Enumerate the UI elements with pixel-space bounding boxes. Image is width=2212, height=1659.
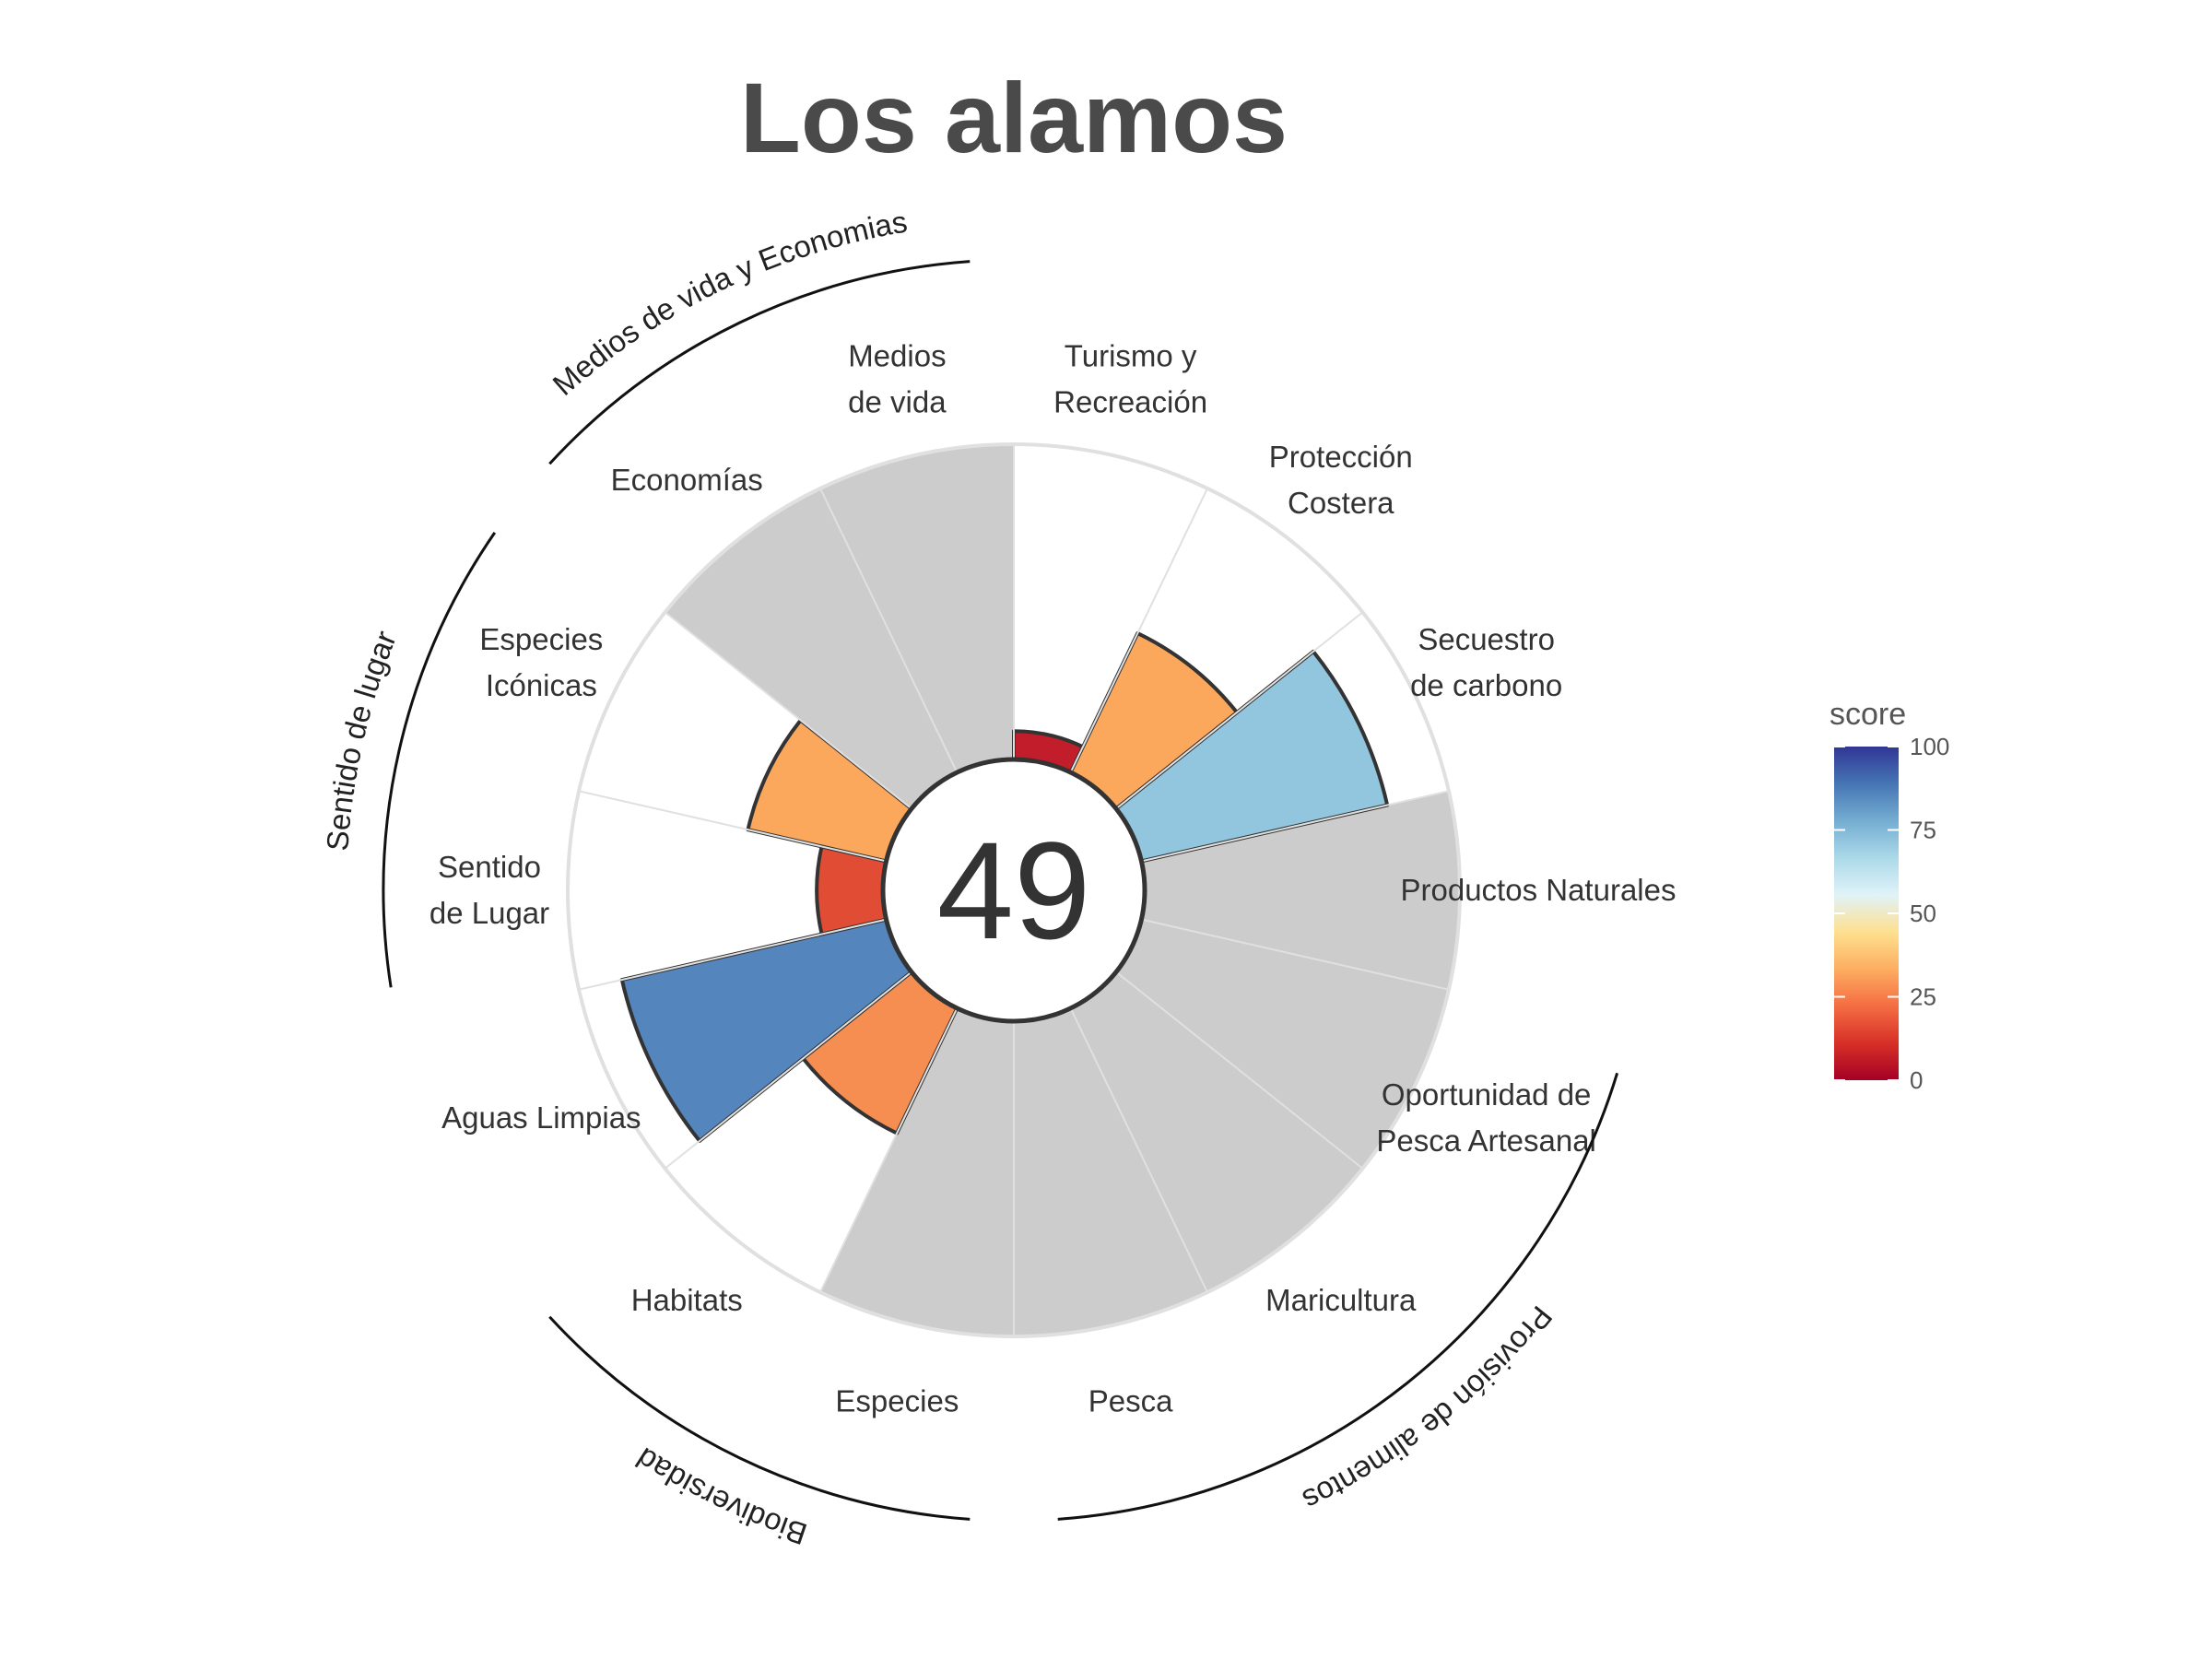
group-arc [548,1315,971,1521]
petal-label: Turismo y [1065,338,1197,372]
grid-spoke [664,971,912,1170]
grid-spoke [1141,918,1450,991]
petal-label: Secuestro [1418,622,1555,656]
petal-label: Medios [848,338,946,372]
grid-spoke [819,488,959,773]
grid-spoke [819,1007,959,1293]
group-arc [548,260,971,465]
petal-label: Especies [835,1384,959,1418]
petal-label: de Lugar [429,896,549,930]
grid-spoke [1141,790,1450,863]
center-score: 49 [937,813,1091,968]
grid-spoke [1069,488,1208,773]
label-layer: Productos Naturales Oportunidad de Pesca A… [429,338,1677,1418]
petal-label: Pesca Artesanal [1376,1124,1595,1158]
legend: score 0 25 50 75 100 [1830,697,1949,1094]
petal-label: de vida [848,384,947,418]
grid-spoke [1115,971,1364,1170]
grid-outer-ring [566,442,1462,1338]
group-label: Provisión de alimentos [1298,1300,1559,1518]
petal-label: Costera [1288,486,1394,520]
petal-label: Sentido [438,850,541,884]
legend-tick-label: 25 [1910,983,1936,1011]
petal-label: Economías [611,463,763,497]
petal-label: Protección [1269,440,1413,474]
center-circle [880,757,1147,1024]
petal-label: Maricultura [1265,1283,1417,1317]
legend-tick-label: 50 [1910,900,1936,927]
group-label: Sentido de lugar [320,626,403,852]
group-label: Biodiversidad [629,1441,811,1551]
petal-label: Productos Naturales [1401,873,1677,907]
petal-label: Aguas Limpias [441,1100,641,1135]
petal-label: de carbono [1410,668,1562,702]
petal-label: Especies [479,622,603,656]
petal-label: Habitats [631,1283,743,1317]
petal-label: Recreación [1053,384,1207,418]
legend-tick-label: 75 [1910,817,1936,844]
group-arc [1057,1072,1619,1521]
grid-spoke [664,611,912,810]
group-arc [382,532,497,988]
legend-tick-label: 0 [1910,1066,1923,1094]
legend-title: score [1830,697,1906,732]
grid-layer [566,442,1462,1338]
grid-spoke [1069,1007,1208,1293]
chart-title: Los alamos [740,62,1288,173]
grid-spoke [578,790,887,863]
legend-tick-label: 100 [1910,733,1949,760]
petal-label: Icónicas [486,668,597,702]
petal-label: Pesca [1088,1384,1173,1418]
grid-spoke [578,918,887,991]
petal-layer [619,443,1461,1337]
grid-spoke [1115,611,1364,810]
petal-label: Oportunidad de [1382,1077,1592,1112]
